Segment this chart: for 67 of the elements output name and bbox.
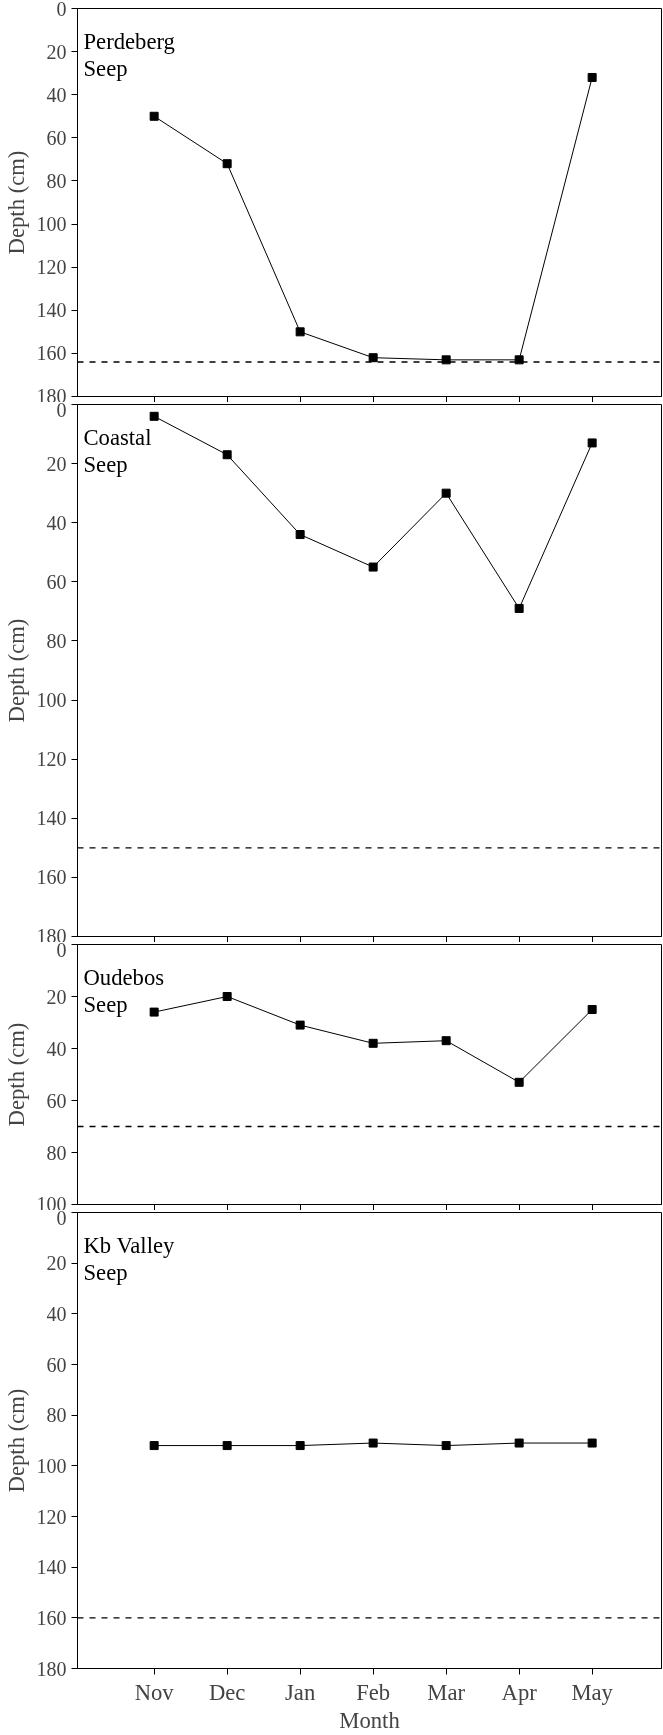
point (149, 1007, 159, 1017)
point (441, 1036, 451, 1046)
y-tick-label: 120 (36, 748, 67, 771)
point (368, 562, 378, 572)
y-axis-title: Depth (cm) (3, 618, 29, 723)
y-tick-label: 60 (46, 1089, 67, 1112)
point (368, 1038, 378, 1048)
point (587, 438, 597, 448)
point (222, 159, 232, 169)
y-tick-label: 100 (36, 213, 67, 236)
y-tick-label: 80 (46, 629, 67, 652)
y-tick-label: 60 (46, 570, 67, 593)
point (149, 411, 159, 421)
y-tick-label: 100 (36, 1454, 67, 1477)
point (295, 327, 305, 337)
y-tick-label: 80 (46, 169, 67, 192)
y-tick-label: 20 (46, 985, 67, 1008)
x-tick-label: Dec (208, 1679, 246, 1705)
x-tick-label: Nov (134, 1679, 175, 1705)
y-tick-label: 0 (56, 0, 67, 20)
y-tick-label: 80 (46, 1404, 67, 1427)
x-tick-label: Apr (501, 1679, 538, 1705)
x-tick-label: Mar (427, 1679, 466, 1705)
y-axis-title: Depth (cm) (3, 1022, 29, 1127)
y-tick-label: 80 (46, 1141, 67, 1164)
point (149, 111, 159, 121)
y-tick-label: 160 (36, 866, 67, 889)
point (514, 1077, 524, 1087)
y-tick-label: 20 (46, 452, 67, 475)
point (368, 353, 378, 363)
x-tick-label: Feb (356, 1679, 391, 1705)
point (587, 1005, 597, 1014)
y-tick-label: 60 (46, 126, 67, 149)
annotation: Perdeberg Seep (83, 28, 175, 81)
annotation: Oudebos Seep (83, 964, 165, 1017)
point (222, 450, 232, 460)
y-tick-label: 120 (36, 256, 67, 279)
y-tick-label: 140 (36, 1556, 67, 1579)
y-tick-label: 100 (36, 689, 67, 712)
y-tick-label: 40 (46, 1302, 67, 1325)
y-tick-label: 140 (36, 299, 67, 322)
y-tick-label: 160 (36, 342, 67, 365)
y-tick-label: 20 (46, 1252, 67, 1275)
y-tick-label: 20 (46, 40, 67, 63)
point (514, 355, 524, 365)
point (441, 488, 451, 498)
point (295, 530, 305, 540)
y-tick-label: 180 (36, 1657, 67, 1680)
y-axis-title: Depth (cm) (3, 1388, 29, 1493)
y-tick-label: 140 (36, 807, 67, 830)
y-tick-label: 40 (46, 83, 67, 106)
point (441, 355, 451, 365)
y-tick-label: 120 (36, 1505, 67, 1528)
x-axis-title: Month (339, 1707, 401, 1733)
annotation: Coastal Seep (83, 424, 152, 477)
point (587, 72, 597, 82)
point (222, 992, 232, 1001)
y-tick-label: 160 (36, 1606, 67, 1629)
y-axis-title: Depth (cm) (3, 150, 29, 255)
point (514, 603, 524, 613)
point (295, 1020, 305, 1030)
x-tick-label: May (571, 1679, 614, 1705)
x-tick-label: Jan (285, 1679, 316, 1705)
y-tick-label: 60 (46, 1353, 67, 1376)
annotation: Kb Valley Seep (83, 1232, 175, 1285)
y-tick-label: 40 (46, 511, 67, 534)
y-tick-label: 40 (46, 1037, 67, 1060)
